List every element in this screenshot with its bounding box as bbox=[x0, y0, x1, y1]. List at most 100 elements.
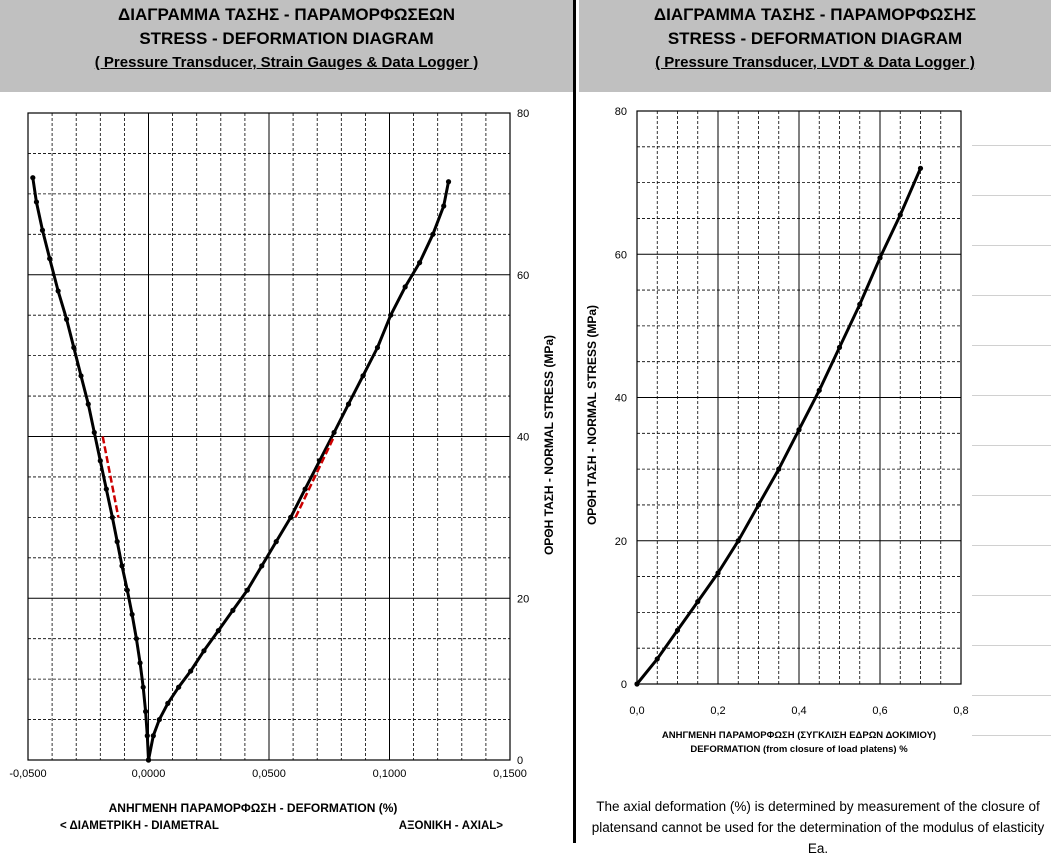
data-point bbox=[91, 429, 97, 436]
data-point bbox=[143, 708, 149, 715]
x-tick-label: 0,2 bbox=[710, 705, 725, 717]
sheet-gridline bbox=[972, 545, 1051, 546]
fit-segment bbox=[294, 435, 336, 518]
note-line-2: platensand cannot be used for the determ… bbox=[591, 820, 1045, 856]
data-point bbox=[417, 260, 423, 266]
data-point bbox=[273, 539, 279, 545]
data-point bbox=[39, 227, 46, 233]
data-point bbox=[140, 684, 146, 690]
y-axis-label: ΟΡΘΗ ΤΑΣΗ - NORMAL STRESS (MPa) bbox=[542, 335, 556, 555]
data-point bbox=[634, 681, 640, 687]
y-tick-label: 60 bbox=[517, 270, 529, 282]
data-point bbox=[857, 301, 863, 307]
data-point bbox=[144, 733, 150, 739]
data-point bbox=[345, 401, 352, 407]
data-point bbox=[129, 611, 135, 618]
data-point bbox=[133, 636, 140, 642]
sheet-gridline bbox=[972, 735, 1051, 736]
y-tick-label: 20 bbox=[517, 593, 529, 605]
left-title-english: STRESS - DEFORMATION DIAGRAM bbox=[139, 29, 434, 48]
sheet-gridline bbox=[972, 295, 1051, 296]
series-line bbox=[147, 181, 450, 761]
data-point bbox=[259, 563, 265, 569]
data-point bbox=[288, 514, 294, 520]
sheet-gridline bbox=[972, 445, 1051, 446]
data-point bbox=[188, 668, 194, 674]
data-point bbox=[109, 514, 115, 520]
x-tick-label: 0,4 bbox=[791, 705, 806, 717]
data-point bbox=[374, 344, 381, 351]
x-tick-label: 0,0500 bbox=[252, 768, 286, 780]
x-axis-label-line2: DEFORMATION (from closure of load platen… bbox=[690, 744, 908, 755]
sheet-gridline bbox=[972, 395, 1051, 396]
data-point bbox=[715, 570, 721, 576]
panel-separator bbox=[573, 0, 576, 843]
y-tick-label: 0 bbox=[517, 755, 523, 767]
data-point bbox=[156, 716, 162, 723]
x-axis-label-line1: ΑΝΗΓΜΕΝΗ ΠΑΡΑΜΟΡΦΩΣΗ (ΣΥΓΚΛΙΣΗ ΕΔΡΩΝ ΔΟΚ… bbox=[662, 730, 936, 741]
data-point bbox=[654, 656, 660, 662]
data-point bbox=[877, 255, 883, 261]
data-point bbox=[917, 165, 924, 171]
data-point bbox=[796, 427, 802, 433]
data-point bbox=[695, 599, 701, 605]
data-point bbox=[145, 757, 152, 763]
left-title-greek: ΔΙΑΓΡΑΜΜΑ ΤΑΣΗΣ - ΠΑΡΑΜΟΡΦΩΣΕΩΝ bbox=[118, 5, 455, 24]
data-point bbox=[836, 344, 843, 350]
x-tick-label: 0,8 bbox=[953, 705, 968, 717]
sheet-gridline bbox=[972, 195, 1051, 196]
left-chart-header: ΔΙΑΓΡΑΜΜΑ ΤΑΣΗΣ - ΠΑΡΑΜΟΡΦΩΣΕΩΝ STRESS -… bbox=[0, 0, 573, 92]
right-title-greek: ΔΙΑΓΡΑΜΜΑ ΤΑΣΗΣ - ΠΑΡΑΜΟΡΦΩΣΗΣ bbox=[653, 5, 977, 24]
x-tick-label: -0,0500 bbox=[9, 768, 46, 780]
right-stress-deformation-chart: 0,0 0,2 0,4 0,6 0,8 0 20 40 60 80 ΑΝΗΓΜΕΝΗ ΠΑΡΑΜΟΡ… bbox=[585, 106, 969, 755]
data-point bbox=[119, 563, 125, 569]
x-tick-label: 0,1000 bbox=[373, 768, 407, 780]
note-line-1: The axial deformation (%) is determined … bbox=[596, 799, 1040, 814]
y-tick-label: 20 bbox=[615, 536, 627, 548]
data-point bbox=[897, 212, 903, 218]
sheet-gridline bbox=[972, 245, 1051, 246]
data-point bbox=[150, 733, 156, 739]
data-point bbox=[735, 538, 741, 544]
y-tick-label: 60 bbox=[615, 249, 627, 261]
data-point bbox=[331, 429, 337, 436]
data-point bbox=[430, 231, 436, 237]
left-subtitle: ( Pressure Transducer, Strain Gauges & D… bbox=[94, 54, 479, 71]
fit-segment bbox=[101, 436, 120, 518]
data-point bbox=[114, 539, 120, 545]
x-tick-label: 0,1500 bbox=[493, 768, 527, 780]
right-chart-header: ΔΙΑΓΡΑΜΜΑ ΤΑΣΗΣ - ΠΑΡΑΜΟΡΦΩΣΗΣ STRESS - … bbox=[579, 0, 1051, 92]
data-point bbox=[85, 401, 91, 407]
data-point bbox=[201, 648, 207, 654]
data-point bbox=[302, 486, 308, 492]
y-tick-label: 40 bbox=[615, 393, 627, 405]
data-point bbox=[97, 458, 103, 464]
sheet-gridline bbox=[972, 645, 1051, 646]
x-tick-label: 0,0 bbox=[629, 705, 644, 717]
right-title-english: STRESS - DEFORMATION DIAGRAM bbox=[667, 29, 963, 48]
data-point bbox=[776, 466, 782, 472]
data-point bbox=[441, 203, 447, 209]
sheet-gridline bbox=[972, 495, 1051, 496]
plot-frame bbox=[636, 110, 962, 685]
data-point bbox=[816, 387, 822, 393]
sheet-gridline bbox=[972, 695, 1051, 696]
data-point bbox=[55, 288, 61, 294]
data-point bbox=[78, 373, 84, 379]
y-axis-label: ΟΡΘΗ ΤΑΣΗ - NORMAL STRESS (MPa) bbox=[585, 305, 599, 525]
x-axis-label: ΑΝΗΓΜΕΝΗ ΠΑΡΑΜΟΡΦΩΣΗ - DEFORMATION (%) bbox=[109, 801, 398, 815]
data-point bbox=[47, 255, 53, 262]
y-tick-label: 80 bbox=[615, 106, 627, 118]
data-point bbox=[215, 628, 221, 634]
x-tick-label: 0,0000 bbox=[132, 768, 166, 780]
data-point bbox=[244, 587, 250, 593]
series-line bbox=[31, 177, 150, 761]
plot-frame bbox=[27, 112, 511, 761]
data-point bbox=[674, 627, 681, 633]
data-point bbox=[230, 607, 236, 613]
data-point bbox=[360, 373, 366, 379]
data-point bbox=[124, 587, 130, 593]
y-tick-label: 80 bbox=[517, 108, 529, 120]
